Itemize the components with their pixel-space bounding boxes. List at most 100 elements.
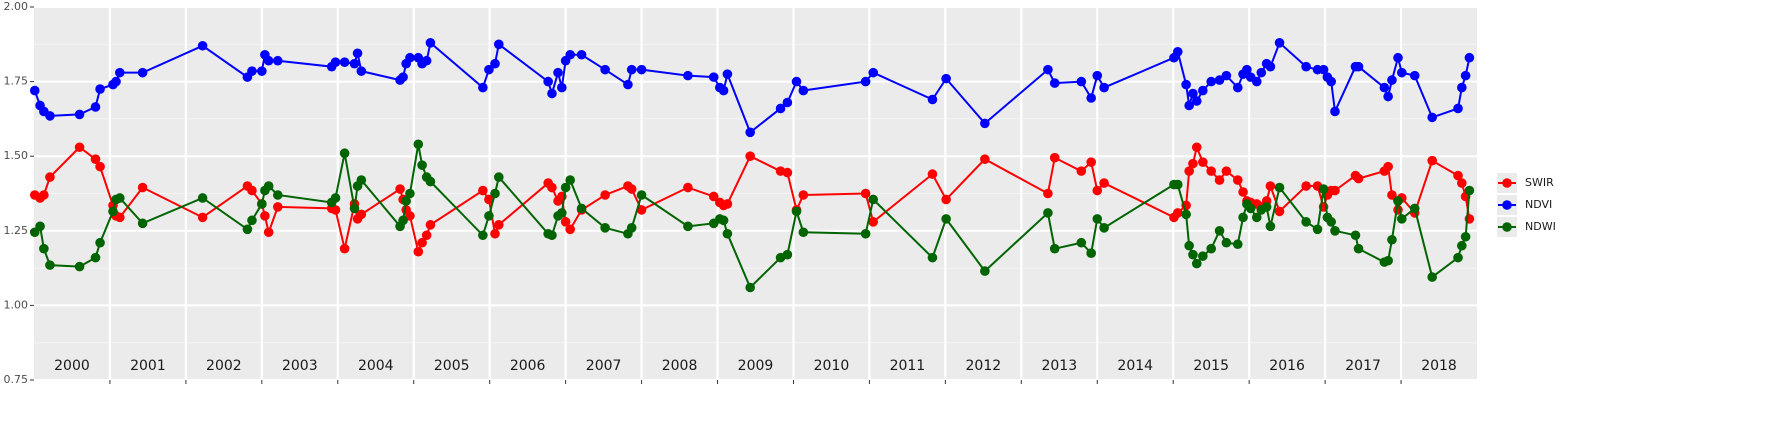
data-point bbox=[1453, 252, 1463, 263]
data-point bbox=[1232, 175, 1243, 185]
data-point bbox=[1409, 203, 1420, 214]
data-point bbox=[745, 282, 755, 293]
data-point bbox=[90, 252, 101, 263]
data-point bbox=[1301, 217, 1311, 227]
data-point bbox=[1238, 187, 1248, 197]
data-point bbox=[1043, 188, 1053, 199]
data-point bbox=[74, 142, 85, 153]
data-point bbox=[1274, 38, 1285, 48]
data-point bbox=[1076, 237, 1087, 248]
data-point bbox=[860, 228, 871, 239]
data-point bbox=[1043, 208, 1053, 218]
data-point bbox=[1188, 158, 1198, 169]
legend-key-point bbox=[1502, 178, 1512, 188]
data-point bbox=[1318, 184, 1329, 194]
data-point bbox=[1256, 67, 1267, 78]
data-point bbox=[272, 190, 283, 200]
data-point bbox=[478, 230, 488, 241]
data-point bbox=[1049, 243, 1060, 254]
data-point bbox=[547, 230, 557, 241]
legend-label: NDWI bbox=[1525, 220, 1556, 233]
data-point bbox=[1242, 64, 1252, 75]
data-point bbox=[263, 227, 274, 238]
data-point bbox=[398, 215, 408, 226]
data-point bbox=[543, 76, 553, 87]
data-point bbox=[745, 151, 755, 161]
data-point bbox=[708, 72, 719, 82]
data-point bbox=[490, 58, 500, 69]
data-point bbox=[1265, 221, 1276, 232]
data-point bbox=[197, 193, 208, 203]
data-point bbox=[1214, 175, 1225, 185]
data-point bbox=[425, 176, 436, 187]
data-point bbox=[1265, 181, 1276, 191]
data-point bbox=[45, 111, 55, 121]
data-point bbox=[1245, 203, 1256, 214]
data-point bbox=[927, 169, 938, 179]
data-point bbox=[1184, 100, 1194, 111]
data-point bbox=[45, 172, 55, 182]
y-tick-label: 2.00 bbox=[4, 0, 29, 13]
data-point bbox=[1330, 106, 1340, 117]
data-point bbox=[115, 193, 125, 203]
data-point bbox=[782, 249, 793, 260]
data-point bbox=[560, 217, 571, 227]
data-point bbox=[1387, 75, 1397, 85]
data-point bbox=[626, 184, 637, 194]
data-point bbox=[1330, 185, 1340, 196]
data-point bbox=[1221, 237, 1232, 248]
data-point bbox=[484, 211, 494, 221]
data-point bbox=[1251, 212, 1262, 223]
data-point bbox=[1188, 249, 1198, 260]
data-point bbox=[260, 211, 270, 221]
data-point bbox=[1326, 217, 1336, 227]
data-point bbox=[722, 199, 733, 209]
x-tick-label: 2016 bbox=[1269, 358, 1305, 374]
data-point bbox=[1460, 70, 1471, 81]
y-tick-label: 1.25 bbox=[4, 224, 29, 237]
data-point bbox=[1181, 79, 1191, 90]
data-point bbox=[1326, 76, 1336, 87]
legend-key-point bbox=[1502, 200, 1512, 210]
data-point bbox=[798, 190, 809, 200]
data-point bbox=[349, 203, 360, 214]
data-point bbox=[405, 211, 415, 221]
data-point bbox=[626, 64, 637, 75]
data-point bbox=[576, 49, 587, 60]
data-point bbox=[636, 64, 647, 75]
data-point bbox=[493, 172, 504, 182]
data-point bbox=[484, 194, 494, 205]
data-point bbox=[782, 167, 793, 178]
x-tick-label: 2001 bbox=[130, 358, 166, 374]
data-point bbox=[478, 185, 488, 196]
data-point bbox=[782, 97, 793, 108]
data-point bbox=[257, 199, 267, 209]
data-point bbox=[1198, 85, 1208, 96]
data-point bbox=[927, 252, 938, 263]
data-point bbox=[90, 102, 101, 112]
data-point bbox=[980, 118, 990, 129]
data-point bbox=[1383, 91, 1393, 102]
data-point bbox=[247, 66, 257, 76]
data-point bbox=[1099, 178, 1109, 188]
x-tick-label: 2010 bbox=[814, 358, 850, 374]
data-point bbox=[1261, 202, 1272, 212]
data-point bbox=[683, 182, 693, 193]
data-point bbox=[398, 72, 408, 82]
data-point bbox=[395, 184, 405, 194]
data-point bbox=[1353, 61, 1364, 72]
data-point bbox=[425, 38, 436, 48]
data-point bbox=[356, 175, 367, 185]
data-point bbox=[95, 84, 105, 94]
data-point bbox=[718, 215, 729, 226]
data-layer bbox=[29, 38, 1475, 293]
data-point bbox=[941, 194, 951, 205]
data-point bbox=[1397, 214, 1407, 224]
legend: SWIR NDVI NDWI bbox=[1497, 173, 1556, 237]
data-point bbox=[860, 188, 871, 199]
data-point bbox=[1221, 70, 1232, 81]
data-point bbox=[1393, 52, 1403, 63]
data-point bbox=[798, 85, 809, 96]
x-tick-label: 2007 bbox=[586, 358, 622, 374]
